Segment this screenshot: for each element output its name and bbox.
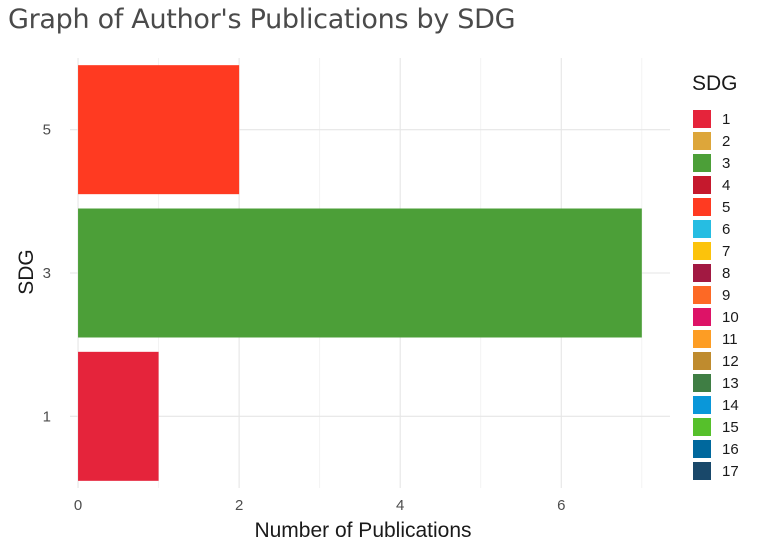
legend-item: 5 [692, 196, 739, 218]
legend-label: 2 [722, 132, 731, 150]
chart-title: Graph of Author's Publications by SDG [8, 4, 516, 35]
tick-labels: 0 2 4 6 1 3 5 [43, 122, 566, 514]
legend-item: 17 [692, 460, 739, 482]
legend-item: 9 [692, 284, 739, 306]
legend-label: 15 [722, 418, 739, 436]
legend-swatch [692, 219, 712, 239]
legend-swatch [692, 439, 712, 459]
legend-label: 4 [722, 176, 731, 194]
legend-swatch [692, 263, 712, 283]
legend-swatch [692, 329, 712, 349]
legend-swatch [692, 351, 712, 371]
legend-swatch [692, 395, 712, 415]
legend: SDG 1 2 3 4 5 6 7 8 9 10 11 12 13 14 15 16 17 [692, 72, 739, 482]
bar-sdg-1 [78, 351, 159, 481]
legend-item: 15 [692, 416, 739, 438]
legend-label: 5 [722, 198, 731, 216]
legend-swatch [692, 153, 712, 173]
bar-sdg-5 [78, 65, 240, 195]
legend-item: 12 [692, 350, 739, 372]
bar-sdg-3 [78, 208, 642, 338]
legend-item: 16 [692, 438, 739, 460]
legend-label: 13 [722, 374, 739, 392]
legend-label: 1 [722, 110, 731, 128]
legend-label: 16 [722, 440, 739, 458]
legend-swatch [692, 461, 712, 481]
legend-label: 11 [722, 330, 738, 348]
legend-swatch [692, 373, 712, 393]
x-tick-label: 2 [235, 497, 243, 514]
y-axis-title: SDG [15, 249, 38, 295]
legend-items: 1 2 3 4 5 6 7 8 9 10 11 12 13 14 15 16 17 [692, 108, 739, 482]
x-tick-label: 0 [74, 497, 82, 514]
legend-swatch [692, 241, 712, 261]
legend-item: 1 [692, 108, 739, 130]
legend-item: 3 [692, 152, 739, 174]
legend-item: 4 [692, 174, 739, 196]
legend-label: 6 [722, 220, 731, 238]
legend-swatch [692, 109, 712, 129]
legend-swatch [692, 417, 712, 437]
legend-swatch [692, 285, 712, 305]
legend-label: 9 [722, 286, 731, 304]
x-axis-title: Number of Publications [254, 519, 471, 542]
legend-item: 14 [692, 394, 739, 416]
legend-label: 3 [722, 154, 731, 172]
legend-label: 14 [722, 396, 739, 414]
legend-swatch [692, 197, 712, 217]
legend-swatch [692, 307, 712, 327]
x-tick-label: 6 [557, 497, 565, 514]
legend-item: 13 [692, 372, 739, 394]
legend-item: 7 [692, 240, 739, 262]
legend-label: 17 [722, 462, 739, 480]
legend-item: 8 [692, 262, 739, 284]
legend-swatch [692, 131, 712, 151]
legend-label: 12 [722, 352, 739, 370]
legend-item: 10 [692, 306, 739, 328]
y-tick-label: 1 [43, 408, 51, 425]
legend-label: 10 [722, 308, 739, 326]
legend-label: 8 [722, 264, 731, 282]
legend-item: 11 [692, 328, 739, 350]
legend-swatch [692, 175, 712, 195]
legend-item: 2 [692, 130, 739, 152]
y-tick-label: 3 [43, 265, 51, 282]
legend-label: 7 [722, 242, 731, 260]
x-tick-label: 4 [396, 497, 404, 514]
y-tick-label: 5 [43, 122, 51, 139]
bars [78, 65, 642, 481]
legend-item: 6 [692, 218, 739, 240]
legend-title: SDG [692, 72, 738, 95]
